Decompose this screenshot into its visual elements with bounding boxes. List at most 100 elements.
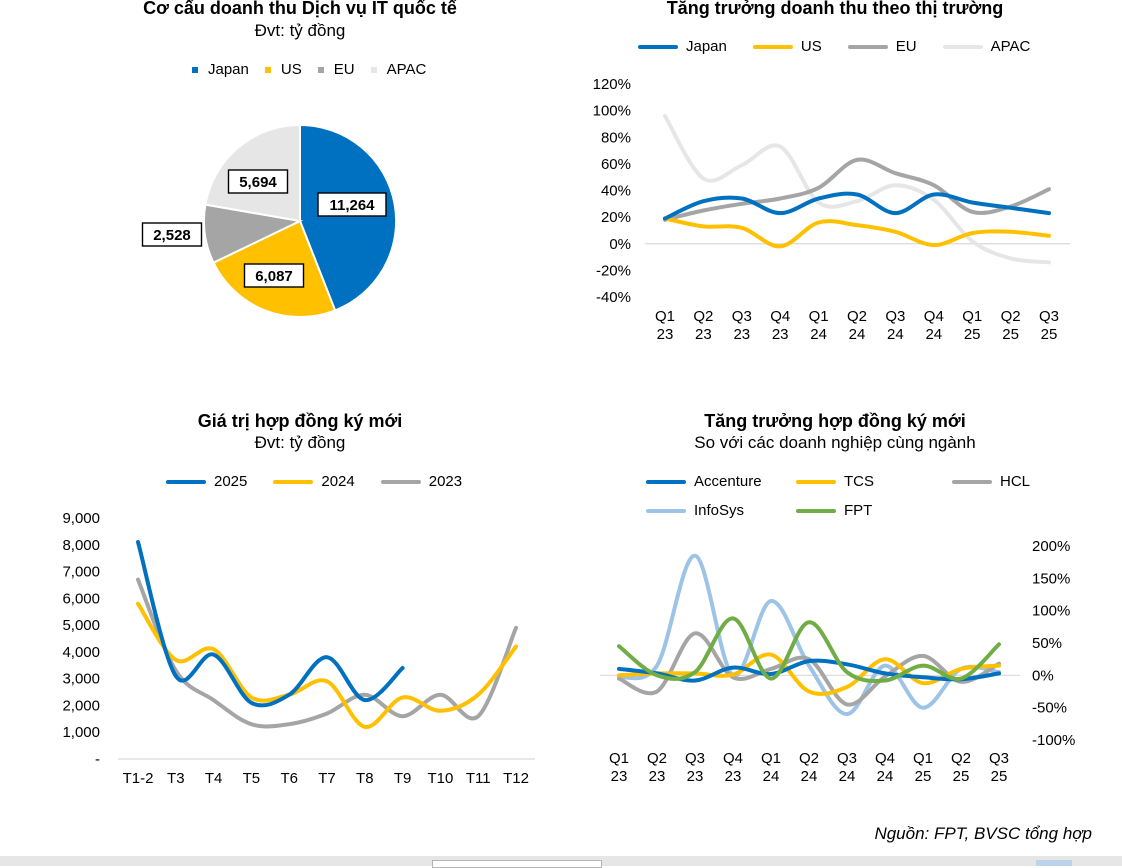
series-line-tcs [617, 652, 1001, 696]
pie-data-label-us: 6,087 [255, 268, 293, 285]
y-tick-label: 0% [1032, 667, 1054, 684]
peer-growth-legend-accenture: Accenture [646, 473, 770, 490]
contract-value-legend: 2025 2024 2023 [166, 473, 488, 490]
peer-growth-legend-tcs: TCS [796, 473, 926, 490]
x-tick-label: Q2 23 [693, 308, 713, 343]
x-tick-label: Q1 25 [913, 750, 933, 785]
pie-data-label-box [227, 169, 289, 194]
legend-label: EU [333, 61, 355, 78]
bottom-toolbar [0, 856, 1122, 868]
legend-swatch [166, 479, 206, 484]
x-tick-label: T10 [427, 770, 453, 787]
legend-label: 2024 [321, 473, 355, 490]
legend-label: InfoSys [694, 502, 745, 519]
y-tick-label: 50% [1032, 635, 1062, 652]
x-tick-label: Q4 24 [924, 308, 944, 343]
legend-swatch [942, 44, 983, 49]
market-growth-legend: Japan US EU APAC [638, 38, 1056, 55]
x-tick-label: T9 [394, 770, 412, 787]
peer-growth-legend-hcl: HCL [952, 473, 1030, 490]
legend-swatch [638, 44, 678, 49]
pie-data-label-box [141, 222, 203, 247]
y-tick-label: 120% [593, 76, 631, 93]
x-tick-label: Q2 23 [647, 750, 667, 785]
legend-swatch [796, 508, 836, 513]
y-tick-label: -40% [596, 289, 631, 306]
series-line-infosys [617, 553, 1001, 717]
contract-value-legend-2025: 2025 [166, 473, 247, 490]
contract-value-legend-2024: 2024 [273, 473, 355, 490]
series-line-us [663, 216, 1051, 249]
contract-value-legend-2023: 2023 [380, 473, 462, 490]
y-tick-label: 1,000 [62, 724, 100, 741]
series-line-2025 [136, 540, 405, 708]
pie-data-label-japan: 11,264 [329, 197, 375, 214]
x-tick-label: Q1 24 [761, 750, 781, 785]
series-line-fpt [617, 616, 1001, 684]
y-tick-label: 60% [601, 156, 631, 173]
x-tick-label: Q3 24 [885, 308, 905, 343]
x-tick-label: Q3 23 [685, 750, 705, 785]
x-tick-label: T6 [280, 770, 298, 787]
contract-value-subtitle: Đvt: tỷ đồng [254, 433, 346, 452]
pie-data-label-box [243, 263, 305, 288]
peer-growth-legend-fpt: FPT [796, 502, 872, 519]
y-tick-label: -50% [1032, 700, 1067, 717]
legend-swatch [192, 66, 198, 73]
peer-growth-title: Tăng trưởng hợp đồng ký mới [704, 411, 966, 431]
toolbar-selection[interactable] [1036, 860, 1072, 866]
pie-slice-japan [299, 123, 398, 312]
series-line-accenture [617, 658, 1001, 683]
legend-label: FPT [844, 502, 873, 519]
x-tick-label: T5 [243, 770, 261, 787]
peer-growth-subtitle: So với các doanh nghiệp cùng ngành [694, 433, 976, 452]
peer-growth-legend-row1: Accenture TCS HCL [646, 473, 1056, 490]
y-tick-label: -100% [1032, 732, 1075, 749]
x-tick-label: Q3 23 [732, 308, 752, 343]
y-tick-label: 0% [609, 236, 631, 253]
legend-swatch [264, 66, 271, 73]
pie-data-label-apac: 5,694 [239, 174, 277, 191]
legend-label: US [280, 61, 302, 78]
y-tick-label: 8,000 [62, 537, 100, 554]
legend-label: US [800, 38, 822, 55]
pie-chart-legend: Japan US EU APAC [192, 61, 442, 78]
x-tick-label: T4 [205, 770, 223, 787]
market-growth-legend-japan: Japan [638, 38, 727, 55]
y-tick-label: 6,000 [62, 590, 100, 607]
legend-label: Japan [208, 61, 249, 78]
market-growth-legend-us: US [752, 38, 822, 55]
x-tick-label: Q2 24 [847, 308, 867, 343]
y-tick-label: 40% [601, 183, 631, 200]
toolbar-input[interactable] [432, 860, 602, 868]
series-line-japan [663, 191, 1051, 221]
legend-swatch [796, 479, 836, 484]
x-tick-label: Q3 24 [837, 750, 857, 785]
legend-swatch [646, 479, 686, 484]
legend-swatch [380, 479, 421, 484]
pie-data-label-box [317, 192, 387, 217]
y-tick-label: 5,000 [62, 617, 100, 634]
legend-label: 2025 [214, 473, 248, 490]
x-tick-label: T1-2 [123, 770, 154, 787]
pie-legend-us: US [264, 61, 302, 78]
legend-label: Accenture [694, 473, 762, 490]
x-tick-label: Q3 25 [989, 750, 1009, 785]
x-tick-label: Q4 24 [875, 750, 895, 785]
legend-label: HCL [1000, 473, 1031, 490]
y-tick-label: 80% [601, 129, 631, 146]
y-tick-label: 9,000 [62, 510, 100, 527]
legend-label: APAC [386, 61, 427, 78]
y-tick-label: - [95, 751, 100, 768]
x-tick-label: T3 [167, 770, 185, 787]
x-tick-label: Q1 23 [609, 750, 629, 785]
contract-value-title: Giá trị hợp đồng ký mới [197, 411, 403, 431]
x-tick-label: Q2 25 [1001, 308, 1021, 343]
legend-label: Japan [686, 38, 727, 55]
x-tick-label: Q1 25 [962, 308, 982, 343]
x-tick-label: Q1 24 [809, 308, 829, 343]
source-note: Nguồn: FPT, BVSC tổng hợp [874, 824, 1092, 843]
series-line-apac [663, 114, 1051, 265]
